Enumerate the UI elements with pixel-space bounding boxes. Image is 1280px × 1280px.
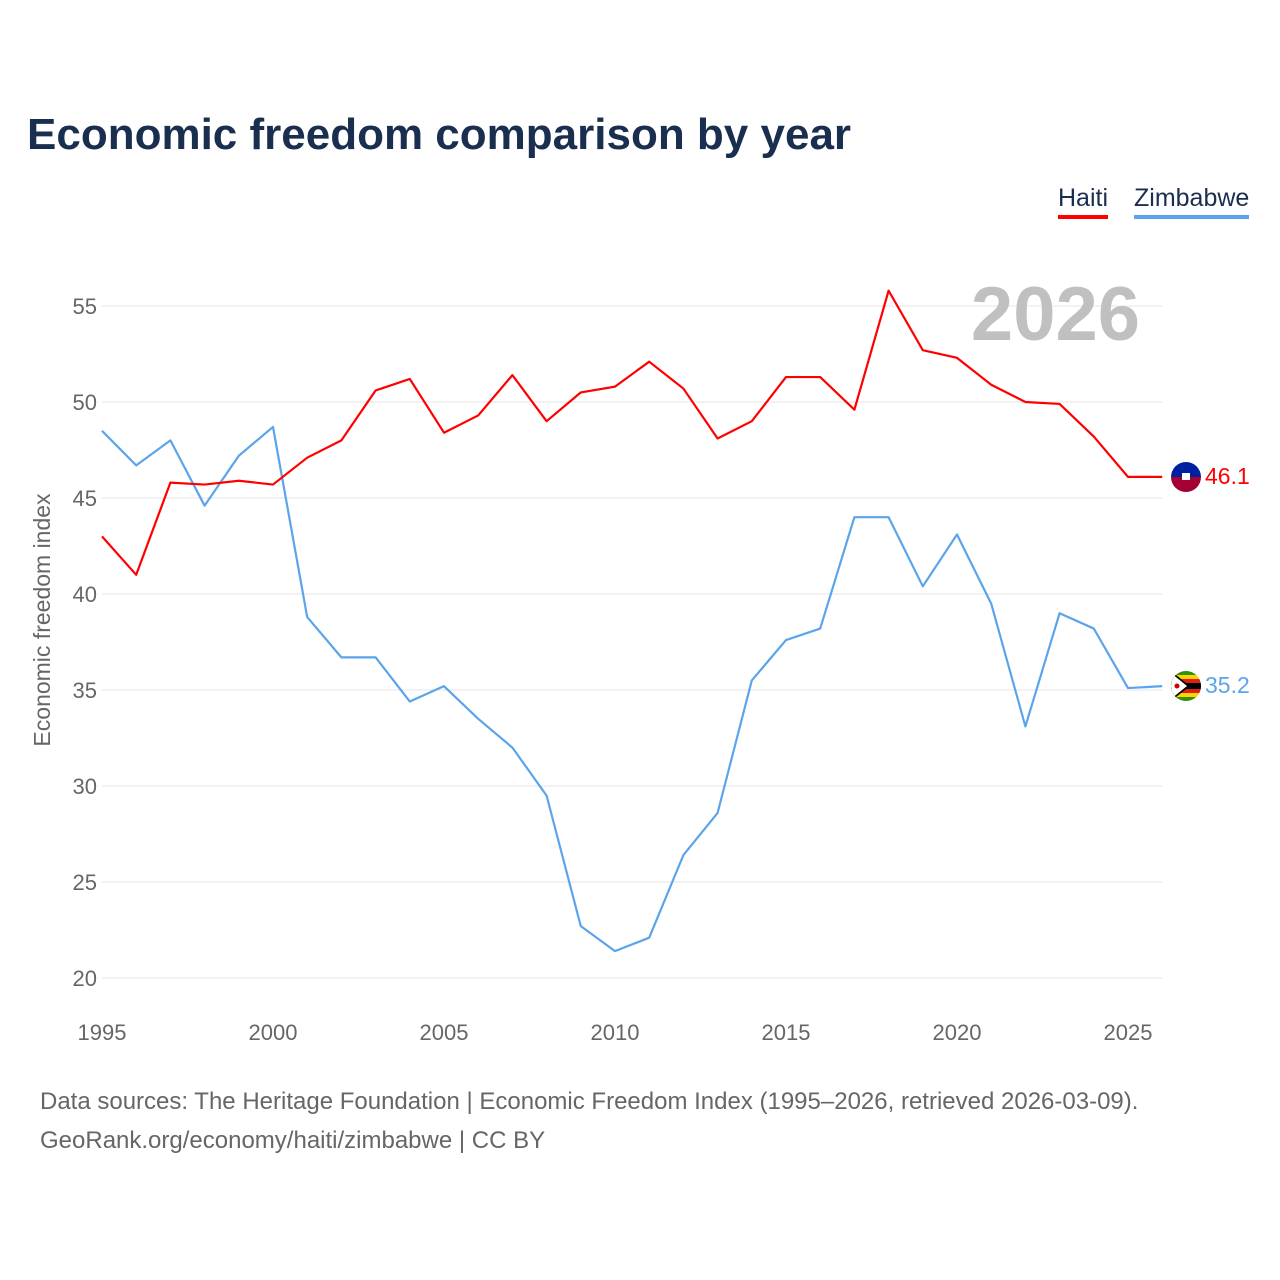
y-tick-label: 50	[73, 390, 97, 415]
y-tick-label: 45	[73, 486, 97, 511]
y-tick-label: 30	[73, 774, 97, 799]
chart-title: Economic freedom comparison by year	[27, 110, 852, 159]
source-link[interactable]: GeoRank.org/economy/haiti/zimbabwe | CC …	[40, 1127, 546, 1154]
series-line-zimbabwe	[101, 425, 1163, 953]
x-tick-label: 2005	[420, 1020, 469, 1045]
year-watermark: 2026	[971, 272, 1140, 357]
haiti-flag-icon	[1171, 462, 1201, 492]
y-axis-label: Economic freedom index	[29, 493, 55, 747]
y-tick-label: 55	[73, 294, 97, 319]
y-tick-label: 40	[73, 582, 97, 607]
x-tick-label: 2015	[762, 1020, 811, 1045]
y-tick-label: 35	[73, 678, 97, 703]
x-tick-label: 2025	[1104, 1020, 1153, 1045]
legend-haiti[interactable]: Haiti	[1058, 184, 1109, 219]
x-tick-label: 2000	[249, 1020, 298, 1045]
legend-zimbabwe[interactable]: Zimbabwe	[1134, 184, 1250, 219]
zimbabwe-flag-icon	[1171, 671, 1201, 701]
y-tick-label: 20	[73, 966, 97, 991]
x-tick-label: 1995	[78, 1020, 127, 1045]
data-source-note: Data sources: The Heritage Foundation | …	[40, 1088, 1139, 1115]
y-tick-label: 25	[73, 870, 97, 895]
x-tick-label: 2010	[591, 1020, 640, 1045]
haiti-end-label: 46.1	[1205, 463, 1250, 489]
series-line-haiti	[101, 289, 1163, 576]
zimbabwe-end-label: 35.2	[1205, 672, 1250, 698]
x-tick-label: 2020	[933, 1020, 982, 1045]
